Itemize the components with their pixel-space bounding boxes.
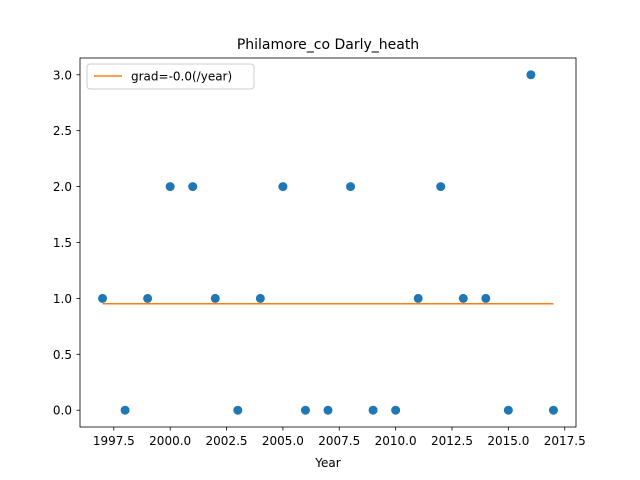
y-tick-label: 2.5 [53,124,72,138]
data-point [391,405,401,415]
plot-marks [98,70,558,415]
x-tick-label: 2017.5 [544,434,586,448]
x-tick-label: 2000.0 [149,434,191,448]
legend-box [86,63,255,90]
y-tick-label: 0.5 [53,348,72,362]
data-point [188,182,198,192]
data-point [346,182,356,192]
legend-label: grad=-0.0(/year) [131,70,232,84]
y-tick-label: 2.0 [53,180,72,194]
data-point [548,405,558,415]
data-point [458,293,468,303]
data-point [165,182,175,192]
data-point [481,293,491,303]
data-point [98,293,108,303]
y-tick-label: 1.5 [53,236,72,250]
data-point [143,293,153,303]
data-point [255,293,265,303]
x-tick-label: 2005.0 [262,434,304,448]
data-point [368,405,378,415]
data-point [323,405,333,415]
data-point [526,70,536,80]
data-point [210,293,220,303]
x-tick-label: 2012.5 [431,434,473,448]
data-point [278,182,288,192]
data-point [436,182,446,192]
y-tick-label: 0.0 [53,404,72,418]
data-point [120,405,130,415]
axes: 1997.5 2000.0 2002.5 2005.0 2007.5 2010.0 2012… [53,57,586,448]
x-tick-label: 2015.0 [487,434,529,448]
x-tick-label: 2010.0 [375,434,417,448]
legend: grad=-0.0(/year) [86,63,255,90]
x-tick-label: 2007.5 [318,434,360,448]
chart-title: Philamore_co Darly_heath [237,37,419,53]
y-tick-label: 1.0 [53,292,72,306]
x-tick-label: 1997.5 [93,434,135,448]
data-point [503,405,513,415]
y-tick-label: 3.0 [53,68,72,82]
x-axis-label: Year [314,456,340,470]
data-point [233,405,243,415]
data-point [413,293,423,303]
data-point [300,405,310,415]
x-tick-label: 2002.5 [206,434,248,448]
